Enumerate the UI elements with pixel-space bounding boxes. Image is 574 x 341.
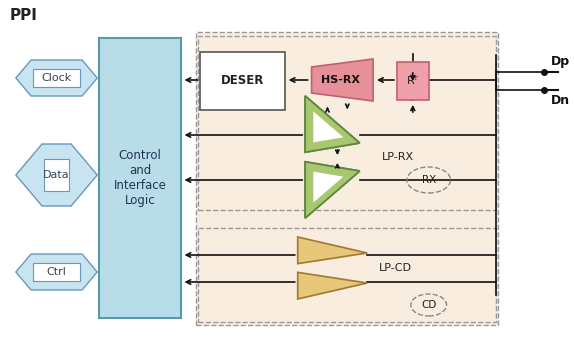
Polygon shape	[313, 172, 343, 203]
Text: Data: Data	[43, 170, 70, 180]
Polygon shape	[312, 59, 373, 101]
Bar	[196, 32, 498, 325]
Text: HS-RX: HS-RX	[321, 75, 360, 85]
Text: PPI: PPI	[10, 8, 38, 23]
Text: Rᵀ: Rᵀ	[407, 76, 419, 86]
Polygon shape	[16, 254, 97, 290]
Text: LP-RX: LP-RX	[382, 152, 414, 162]
Bar	[199, 228, 496, 322]
Bar	[199, 36, 496, 210]
Text: DESER: DESER	[221, 74, 264, 88]
Text: Ctrl: Ctrl	[46, 267, 67, 277]
Polygon shape	[305, 96, 360, 152]
Text: LP-CD: LP-CD	[379, 263, 412, 273]
Text: Clock: Clock	[41, 73, 72, 83]
Bar	[397, 62, 429, 100]
Text: CD: CD	[421, 300, 436, 310]
Text: Dp: Dp	[550, 56, 570, 69]
Polygon shape	[16, 144, 97, 206]
Polygon shape	[313, 112, 343, 143]
Text: Dn: Dn	[550, 93, 570, 106]
Polygon shape	[305, 162, 360, 218]
Polygon shape	[298, 237, 367, 264]
Text: RX: RX	[421, 175, 436, 185]
Bar	[99, 38, 181, 318]
Polygon shape	[298, 272, 367, 299]
Polygon shape	[33, 263, 80, 281]
Polygon shape	[44, 159, 69, 191]
Polygon shape	[305, 162, 360, 218]
Text: Control
and
Interface
Logic: Control and Interface Logic	[114, 149, 166, 207]
Bar	[200, 52, 285, 110]
Polygon shape	[305, 96, 360, 152]
Polygon shape	[16, 60, 97, 96]
Polygon shape	[33, 69, 80, 87]
